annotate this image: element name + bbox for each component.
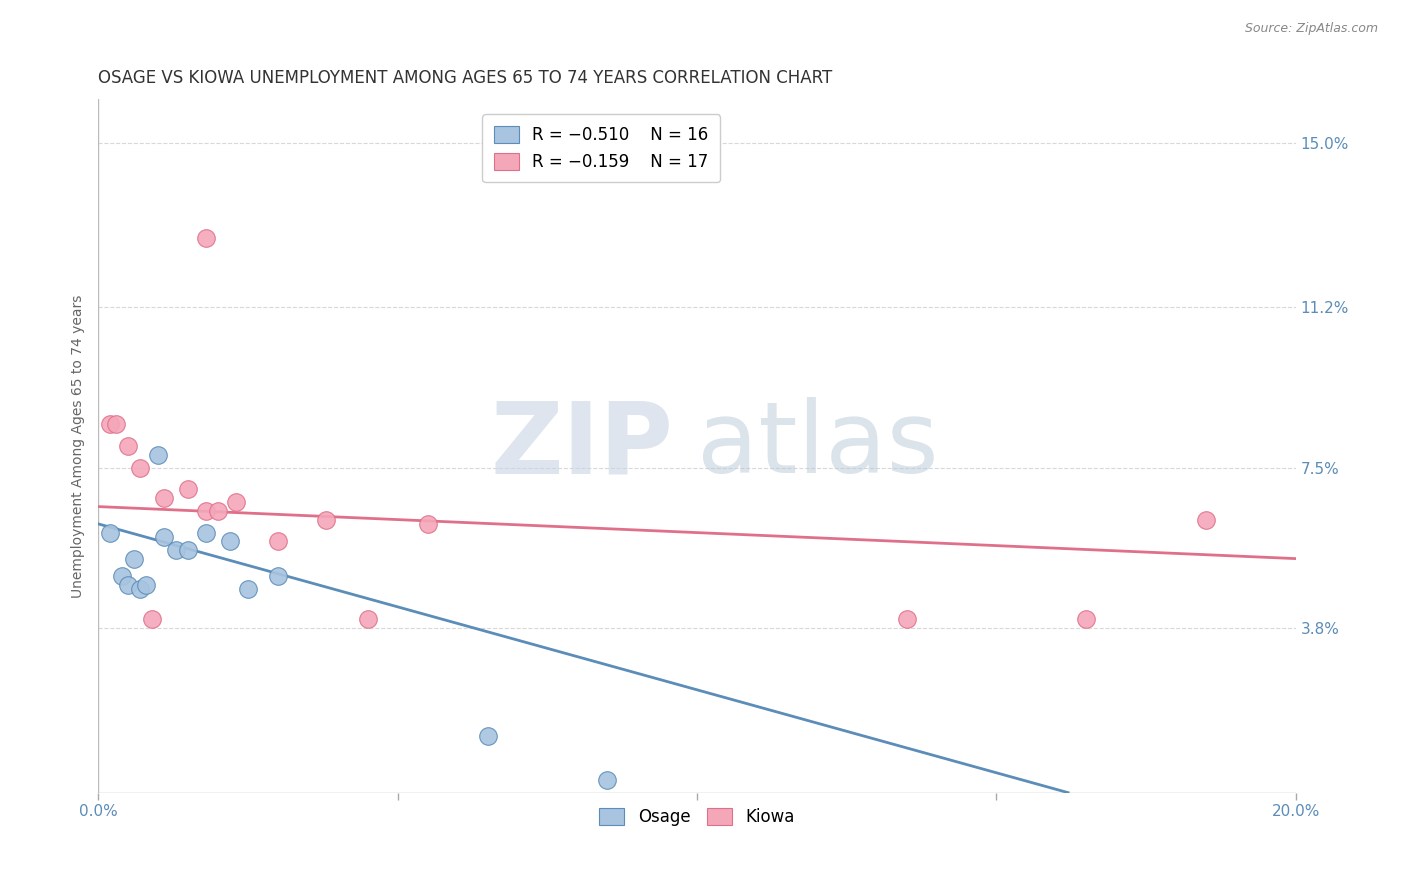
- Point: [111, 569, 134, 583]
- Point: [596, 772, 619, 787]
- Text: Source: ZipAtlas.com: Source: ZipAtlas.com: [1244, 22, 1378, 36]
- Text: OSAGE VS KIOWA UNEMPLOYMENT AMONG AGES 65 TO 74 YEARS CORRELATION CHART: OSAGE VS KIOWA UNEMPLOYMENT AMONG AGES 6…: [98, 69, 832, 87]
- Point: [135, 577, 157, 591]
- Point: [896, 612, 918, 626]
- Point: [177, 483, 200, 497]
- Point: [124, 551, 146, 566]
- Point: [117, 577, 139, 591]
- Point: [153, 530, 176, 544]
- Point: [267, 569, 290, 583]
- Point: [236, 582, 259, 596]
- Point: [416, 516, 439, 531]
- Point: [477, 729, 499, 743]
- Point: [177, 543, 200, 558]
- Point: [225, 495, 247, 509]
- Point: [195, 231, 218, 245]
- Point: [129, 460, 152, 475]
- Point: [219, 534, 242, 549]
- Point: [141, 612, 163, 626]
- Point: [1074, 612, 1097, 626]
- Point: [357, 612, 380, 626]
- Point: [1195, 513, 1218, 527]
- Point: [267, 534, 290, 549]
- Point: [153, 491, 176, 505]
- Point: [195, 525, 218, 540]
- Point: [165, 543, 187, 558]
- Point: [100, 417, 122, 432]
- Point: [100, 525, 122, 540]
- Text: atlas: atlas: [697, 398, 939, 494]
- Legend: Osage, Kiowa: Osage, Kiowa: [593, 801, 801, 833]
- Point: [117, 439, 139, 453]
- Point: [129, 582, 152, 596]
- Point: [195, 504, 218, 518]
- Point: [148, 448, 170, 462]
- Y-axis label: Unemployment Among Ages 65 to 74 years: Unemployment Among Ages 65 to 74 years: [72, 294, 86, 598]
- Point: [315, 513, 337, 527]
- Point: [207, 504, 229, 518]
- Point: [105, 417, 128, 432]
- Text: ZIP: ZIP: [491, 398, 673, 494]
